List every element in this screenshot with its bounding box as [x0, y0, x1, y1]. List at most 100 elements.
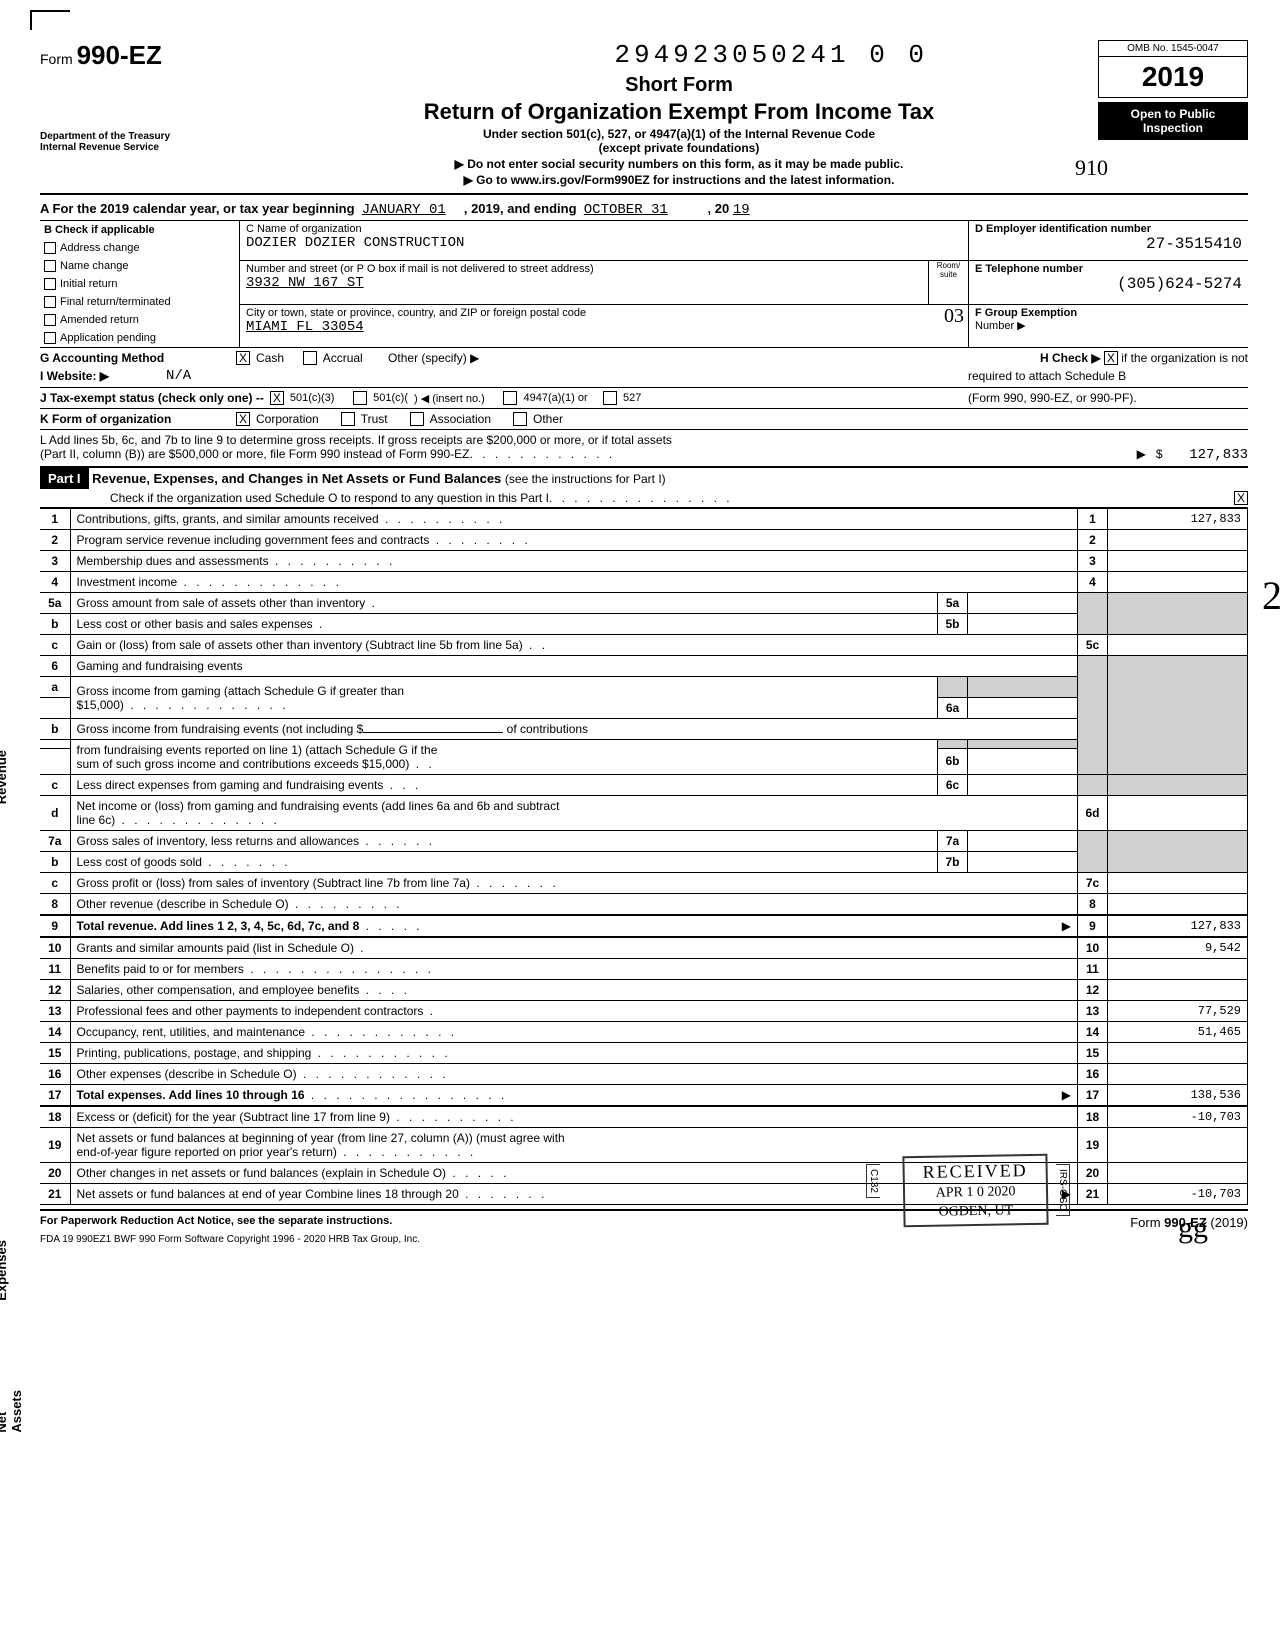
box-b-hdr: B Check if applicable: [40, 221, 239, 239]
stamp-loc: OGDEN, UT: [923, 1203, 1028, 1221]
side-revenue: Revenue: [0, 750, 9, 804]
goto-line: Go to www.irs.gov/Form990EZ for instruct…: [270, 173, 1088, 187]
cb-amended[interactable]: [44, 314, 56, 326]
row-7b: bLess cost of goods sold . . . . . . .7b: [40, 852, 1248, 873]
lb-pending: Application pending: [60, 332, 156, 344]
lb-amended: Amended return: [60, 314, 139, 326]
group-sub: Number ▶: [975, 319, 1242, 332]
main-title: Return of Organization Exempt From Incom…: [270, 99, 1088, 125]
row-12: 12Salaries, other compensation, and empl…: [40, 980, 1248, 1001]
lb-initial: Initial return: [60, 278, 117, 290]
part-1-label: Part I: [40, 468, 89, 489]
street-addr: 3932 NW 167 ST: [246, 275, 962, 291]
hand-03: 03: [944, 305, 964, 328]
row-5b: bLess cost or other basis and sales expe…: [40, 614, 1248, 635]
lb-assoc: Association: [430, 412, 491, 426]
footer: For Paperwork Reduction Act Notice, see …: [40, 1215, 1248, 1230]
cb-other-org[interactable]: [513, 412, 527, 426]
group-hdr: F Group Exemption: [975, 307, 1242, 319]
row-4: 4Investment income . . . . . . . . . . .…: [40, 572, 1248, 593]
cb-address[interactable]: [44, 242, 56, 254]
fda-line: FDA 19 990EZ1 BWF 990 Form Software Copy…: [40, 1234, 1248, 1245]
row-18: 18Excess or (deficit) for the year (Subt…: [40, 1106, 1248, 1128]
cb-trust[interactable]: [341, 412, 355, 426]
lb-501c: 501(c)(: [373, 392, 408, 404]
room-label: Room/ suite: [928, 261, 968, 304]
org-name: DOZIER DOZIER CONSTRUCTION: [246, 235, 962, 251]
short-form-label: Short Form: [270, 74, 1088, 97]
line-k: K Form of organization XCorporation Trus…: [40, 408, 1248, 429]
lb-501cb: ) ◀ (insert no.): [414, 392, 485, 405]
row-8: 8Other revenue (describe in Schedule O) …: [40, 894, 1248, 916]
line-h-label: H Check ▶: [1040, 351, 1101, 365]
row-6b: bGross income from fundraising events (n…: [40, 719, 1248, 740]
open-line1: Open to Public: [1103, 107, 1243, 121]
tax-year: 2019: [1098, 56, 1248, 98]
cb-sched-b[interactable]: X: [1104, 351, 1118, 365]
lb-other-org: Other: [533, 412, 563, 426]
cb-accrual[interactable]: [303, 351, 317, 365]
open-to-public: Open to Public Inspection: [1098, 102, 1248, 140]
box-b: B Check if applicable Address change Nam…: [40, 221, 240, 347]
city-val: MIAMI FL 33054: [246, 319, 962, 335]
row-14: 14Occupancy, rent, utilities, and mainte…: [40, 1022, 1248, 1043]
row-6d: dNet income or (loss) from gaming and fu…: [40, 796, 1248, 831]
cb-501c[interactable]: [353, 391, 367, 405]
cb-527[interactable]: [603, 391, 617, 405]
line-j: J Tax-exempt status (check only one) -- …: [40, 387, 1248, 408]
line-l: L Add lines 5b, 6c, and 7b to line 9 to …: [40, 429, 1248, 466]
tel-hdr: E Telephone number: [975, 263, 1242, 275]
side-netassets: Net Assets: [0, 1390, 24, 1433]
lb-name: Name change: [60, 260, 129, 272]
title-block: 294923050241 0 0 Short Form Return of Or…: [260, 40, 1098, 189]
line-a-mid: , 2019, and ending: [464, 201, 577, 216]
row-6: 6Gaming and fundraising events: [40, 656, 1248, 677]
cb-initial[interactable]: [44, 278, 56, 290]
row-10: 10Grants and similar amounts paid (list …: [40, 937, 1248, 959]
cb-corp[interactable]: X: [236, 412, 250, 426]
lb-cash: Cash: [256, 351, 284, 365]
dept-treasury: Department of the Treasury: [40, 131, 260, 142]
row-17: 17Total expenses. Add lines 10 through 1…: [40, 1085, 1248, 1107]
row-7a: 7aGross sales of inventory, less returns…: [40, 831, 1248, 852]
dept-irs: Internal Revenue Service: [40, 142, 260, 153]
line-l-t1: L Add lines 5b, 6c, and 7b to line 9 to …: [40, 433, 1248, 447]
cb-4947[interactable]: [503, 391, 517, 405]
row-19: 19Net assets or fund balances at beginni…: [40, 1128, 1248, 1163]
cb-name[interactable]: [44, 260, 56, 272]
lb-corp: Corporation: [256, 412, 319, 426]
part-1-sub: (see the instructions for Part I): [505, 472, 666, 486]
line-h-rest3: (Form 990, 990-EZ, or 990-PF).: [968, 391, 1248, 405]
stamp-side2: C132: [866, 1164, 880, 1198]
website-val: N/A: [166, 368, 191, 384]
line-g-h: G Accounting Method XCash Accrual Other …: [40, 347, 1248, 368]
row-1: 1Contributions, gifts, grants, and simil…: [40, 509, 1248, 530]
boxes-bcd: B Check if applicable Address change Nam…: [40, 220, 1248, 347]
row-11: 11Benefits paid to or for members . . . …: [40, 959, 1248, 980]
row-2: 2Program service revenue including gover…: [40, 530, 1248, 551]
corner-mark: [30, 10, 70, 30]
line-l-amt: 127,833: [1189, 447, 1248, 463]
box-c: C Name of organization DOZIER DOZIER CON…: [240, 221, 968, 347]
side-expenses: Expenses: [0, 1240, 9, 1301]
row-6c: cLess direct expenses from gaming and fu…: [40, 775, 1248, 796]
row-5a: 5aGross amount from sale of assets other…: [40, 593, 1248, 614]
cb-pending[interactable]: [44, 332, 56, 344]
form-number: Form 990-EZ: [40, 40, 260, 71]
cb-assoc[interactable]: [410, 412, 424, 426]
line-k-label: K Form of organization: [40, 412, 230, 426]
line-a: A For the 2019 calendar year, or tax yea…: [40, 199, 1248, 220]
ein-val: 27-3515410: [975, 235, 1242, 253]
line-a-suffix: , 20: [708, 201, 730, 216]
stamp-received: RECEIVED: [922, 1160, 1027, 1183]
tel-val: (305)624-5274: [975, 275, 1242, 293]
dots: . . . . . . . . . . . .: [470, 447, 616, 463]
cb-final[interactable]: [44, 296, 56, 308]
cb-sched-o[interactable]: X: [1234, 491, 1248, 505]
right-block: OMB No. 1545-0047 2019 Open to Public In…: [1098, 40, 1248, 140]
part-1-title: Revenue, Expenses, and Changes in Net As…: [92, 471, 501, 486]
line-i: I Website: ▶ N/A required to attach Sche…: [40, 368, 1248, 387]
warn-line: Do not enter social security numbers on …: [270, 157, 1088, 171]
cb-cash[interactable]: X: [236, 351, 250, 365]
cb-501c3[interactable]: X: [270, 391, 284, 405]
